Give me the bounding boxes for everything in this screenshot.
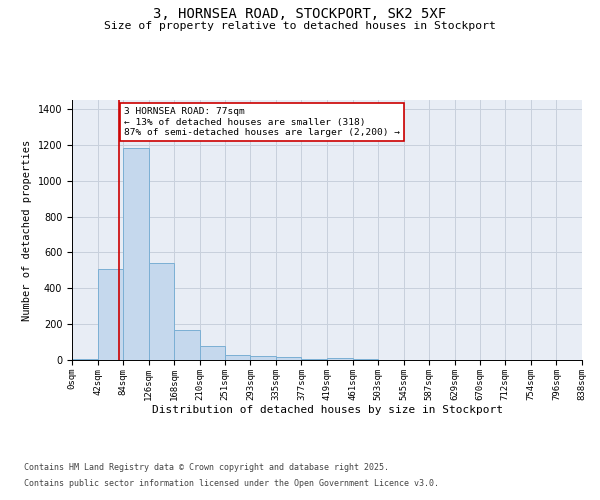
Bar: [250, 356, 276, 360]
Bar: [276, 358, 301, 360]
Bar: [174, 330, 200, 360]
Bar: [200, 346, 225, 360]
Bar: [301, 359, 327, 360]
Bar: [327, 358, 353, 360]
Bar: [123, 148, 149, 360]
X-axis label: Distribution of detached houses by size in Stockport: Distribution of detached houses by size …: [151, 406, 503, 415]
Y-axis label: Number of detached properties: Number of detached properties: [22, 140, 32, 320]
Text: Size of property relative to detached houses in Stockport: Size of property relative to detached ho…: [104, 21, 496, 31]
Bar: [225, 354, 250, 360]
Bar: [98, 268, 123, 360]
Bar: [353, 359, 378, 360]
Text: 3, HORNSEA ROAD, STOCKPORT, SK2 5XF: 3, HORNSEA ROAD, STOCKPORT, SK2 5XF: [154, 8, 446, 22]
Text: Contains public sector information licensed under the Open Government Licence v3: Contains public sector information licen…: [24, 478, 439, 488]
Bar: [72, 359, 98, 360]
Text: 3 HORNSEA ROAD: 77sqm
← 13% of detached houses are smaller (318)
87% of semi-det: 3 HORNSEA ROAD: 77sqm ← 13% of detached …: [124, 107, 400, 137]
Bar: [149, 263, 174, 360]
Text: Contains HM Land Registry data © Crown copyright and database right 2025.: Contains HM Land Registry data © Crown c…: [24, 464, 389, 472]
